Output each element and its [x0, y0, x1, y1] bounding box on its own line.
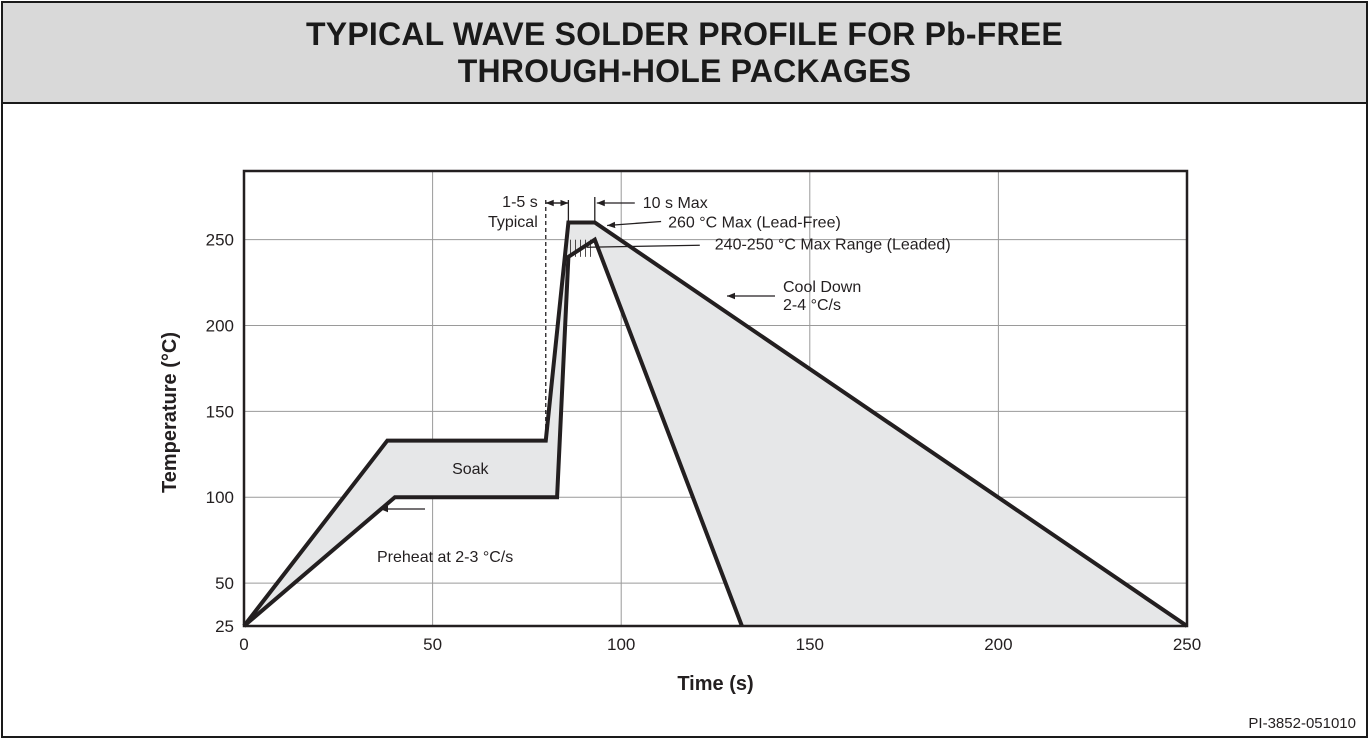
- lower-profile-line: [242, 236, 744, 628]
- chart-annotations: 1-5 s Typical 10 s Max 260 °C Max (Lead-Fre…: [377, 194, 951, 566]
- profile-lines: [242, 220, 1189, 628]
- max-time-label: 10 s Max: [643, 195, 708, 212]
- x-tick-label: 0: [239, 635, 248, 654]
- cool-down-label-1: Cool Down: [783, 279, 861, 296]
- y-axis-title: Temperature (°C): [159, 332, 181, 493]
- x-tick-label: 200: [984, 635, 1012, 654]
- title-line-1: TYPICAL WAVE SOLDER PROFILE FOR Pb-FREE: [306, 15, 1063, 52]
- leaded-label: 240-250 °C Max Range (Leaded): [715, 236, 951, 253]
- title-banner: TYPICAL WAVE SOLDER PROFILE FOR Pb-FREE …: [3, 3, 1366, 104]
- y-tick-label: 50: [215, 574, 234, 593]
- axis-ticks: 0 50 100 150 200 250 25 50 100 150 200 250: [206, 231, 1202, 654]
- preheat-label: Preheat at 2-3 °C/s: [377, 549, 513, 566]
- y-tick-label: 200: [206, 317, 234, 336]
- x-tick-label: 50: [423, 635, 442, 654]
- upper-profile-line: [242, 220, 1189, 628]
- envelope-fill: [244, 222, 1187, 626]
- typical-time-label-1: 1-5 s: [502, 194, 538, 211]
- x-tick-label: 150: [796, 635, 824, 654]
- profile-envelope: [244, 222, 1187, 626]
- document-id: PI-3852-051010: [1248, 715, 1356, 732]
- cool-down-label-2: 2-4 °C/s: [783, 297, 841, 314]
- leaded-pointer: [586, 244, 700, 248]
- soak-label: Soak: [452, 461, 489, 478]
- y-tick-label: 25: [215, 617, 234, 636]
- y-tick-label: 100: [206, 488, 234, 507]
- lead-free-label: 260 °C Max (Lead-Free): [668, 215, 841, 232]
- y-tick-label: 250: [206, 231, 234, 250]
- x-tick-label: 100: [607, 635, 635, 654]
- typical-time-label-2: Typical: [488, 214, 538, 231]
- x-axis-title: Time (s): [677, 673, 753, 695]
- lead-free-pointer: [607, 220, 662, 229]
- x-tick-label: 250: [1173, 635, 1201, 654]
- plot-border: [242, 169, 1189, 628]
- y-tick-label: 150: [206, 402, 234, 421]
- title-line-2: THROUGH-HOLE PACKAGES: [457, 52, 912, 89]
